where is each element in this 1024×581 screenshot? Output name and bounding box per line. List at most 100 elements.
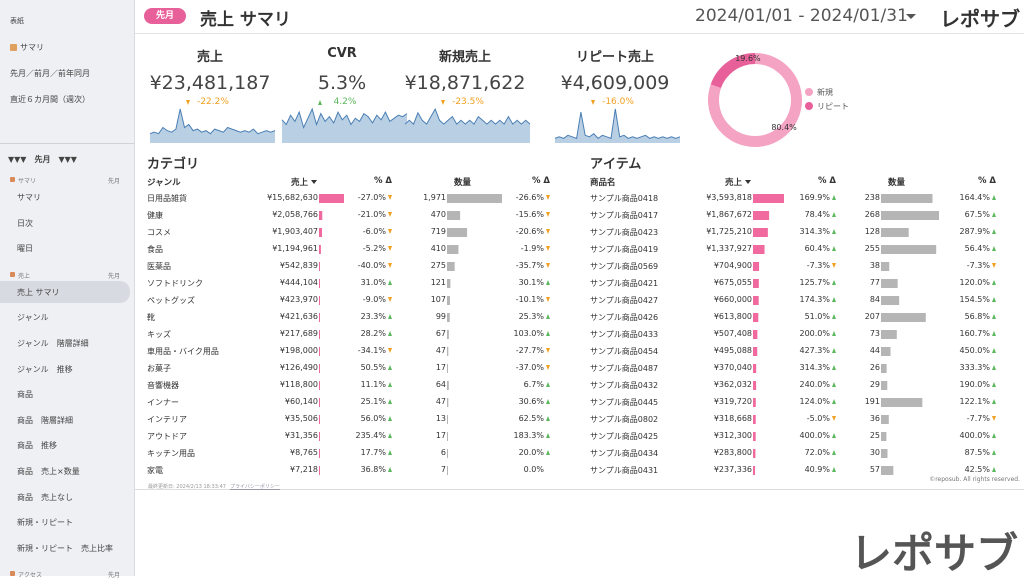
nav-item[interactable]: 商品 階層詳細 [17,415,73,425]
sales-bar [753,245,765,254]
qty-change: 0.0% [523,465,544,474]
row-name: キッチン用品 [147,449,195,458]
qty-change: 87.5% [964,448,990,457]
trend-arrow [992,212,996,217]
nav-item[interactable]: 商品 売上なし [17,492,73,502]
sales-change: 11.1% [360,380,386,389]
qty-change: -15.6% [515,210,544,219]
nav-item[interactable]: 曜日 [17,244,33,254]
sales-bar [753,330,758,339]
sales-change: 40.9% [804,465,830,474]
nav-item[interactable]: 直近６カ月間（週次） [10,95,90,104]
nav-item[interactable]: ジャンル [17,313,49,323]
nav-item[interactable]: 日次 [17,218,33,228]
qty-change: -7.3% [966,261,990,270]
trend-arrow [388,467,392,472]
nav-item[interactable]: サマリ [17,193,41,202]
legend-swatch [805,102,813,110]
kpi-change: 4.2% [302,97,382,107]
nav-item[interactable]: 商品 売上×数量 [17,467,80,476]
nav-item[interactable]: 売上 サマリ [17,287,60,297]
kpi-value: ¥18,871,622 [404,72,526,94]
column-header[interactable]: 売上 [724,178,742,188]
row-name: ペットグッズ [147,296,195,305]
qty-change: 25.3% [518,312,544,321]
trend-arrow [832,348,836,353]
sales-change: 125.7% [799,278,830,287]
row-name: サンプル商品0802 [590,415,659,424]
sales-change: -5.0% [806,414,830,423]
nav-item[interactable]: 商品 [17,390,33,400]
qty-change: -26.6% [515,193,544,202]
row-name: サンプル商品0432 [590,381,659,390]
header-bar [135,0,1024,34]
trend-arrow [388,212,392,217]
trend-arrow [992,467,996,472]
row-name: 食品 [147,245,163,254]
nav-item[interactable]: ジャンル 階層詳細 [17,339,89,348]
trend-arrow [832,229,836,234]
sparkline-area [150,109,275,143]
qty-value: 30 [869,448,880,457]
trend-arrow [546,280,550,285]
nav-item[interactable]: 先月／前月／前年同月 [10,69,90,78]
qty-bar [881,313,926,322]
qty-bar [447,449,448,458]
legend-swatch [805,88,813,96]
row-name: インナー [147,398,179,407]
logo: レポサブ [940,7,1020,31]
date-range[interactable]: 2024/01/01 - 2024/01/31 [695,6,908,26]
row-name: サンプル商品0425 [590,432,659,441]
sales-value: ¥1,194,961 [272,244,318,253]
qty-change: 30.6% [518,397,544,406]
qty-value: 26 [869,363,880,372]
nav-icon [10,44,17,51]
trend-arrow [992,314,996,319]
sales-change: 17.7% [360,448,386,457]
qty-change: 30.1% [518,278,544,287]
sparkline-area [282,109,407,143]
donut-segment [710,53,755,89]
qty-change: 122.1% [959,397,990,406]
qty-value: 84 [869,295,880,304]
table-title: カテゴリ [147,157,200,172]
row-name: コスメ [147,228,171,237]
row-name: サンプル商品0431 [590,466,659,475]
qty-bar [881,194,933,203]
nav-item[interactable]: サマリ [20,43,44,52]
kpi-label: 売上 [196,50,223,65]
qty-value: 13 [435,414,446,423]
qty-change: 190.0% [959,380,990,389]
trend-arrow [832,212,836,217]
qty-change: -20.6% [515,227,544,236]
period-badge[interactable]: 先月 [144,8,186,24]
sales-bar [753,211,770,220]
sales-value: ¥60,140 [284,397,318,406]
sales-bar [319,398,320,407]
qty-bar [447,381,449,390]
dropdown-icon[interactable] [906,14,916,19]
nav-item[interactable]: ジャンル 推移 [17,364,73,374]
kpi-change: -16.0% [575,97,655,107]
sales-value: ¥312,300 [713,431,752,440]
nav-item[interactable]: 商品 推移 [17,441,57,451]
trend-arrow [546,348,550,353]
nav-item[interactable]: 新規・リピート 売上比率 [17,543,113,553]
qty-change: 154.5% [959,295,990,304]
sales-bar [753,449,756,458]
column-header: 数量 [887,178,905,188]
trend-arrow [992,280,996,285]
column-header[interactable]: 売上 [290,178,308,188]
sales-change: -6.0% [362,227,386,236]
qty-change: -10.1% [515,295,544,304]
privacy-link[interactable]: プライバシーポリシー [230,484,280,490]
sales-bar [753,279,759,288]
sales-change: -7.3% [806,261,830,270]
trend-arrow [591,100,595,105]
sales-value: ¥318,668 [713,414,752,423]
section-icon [10,571,15,577]
nav-item[interactable]: 新規・リピート [17,518,73,528]
nav-heading[interactable]: 表紙 [10,17,24,25]
trend-arrow [992,297,996,302]
trend-arrow [546,297,550,302]
